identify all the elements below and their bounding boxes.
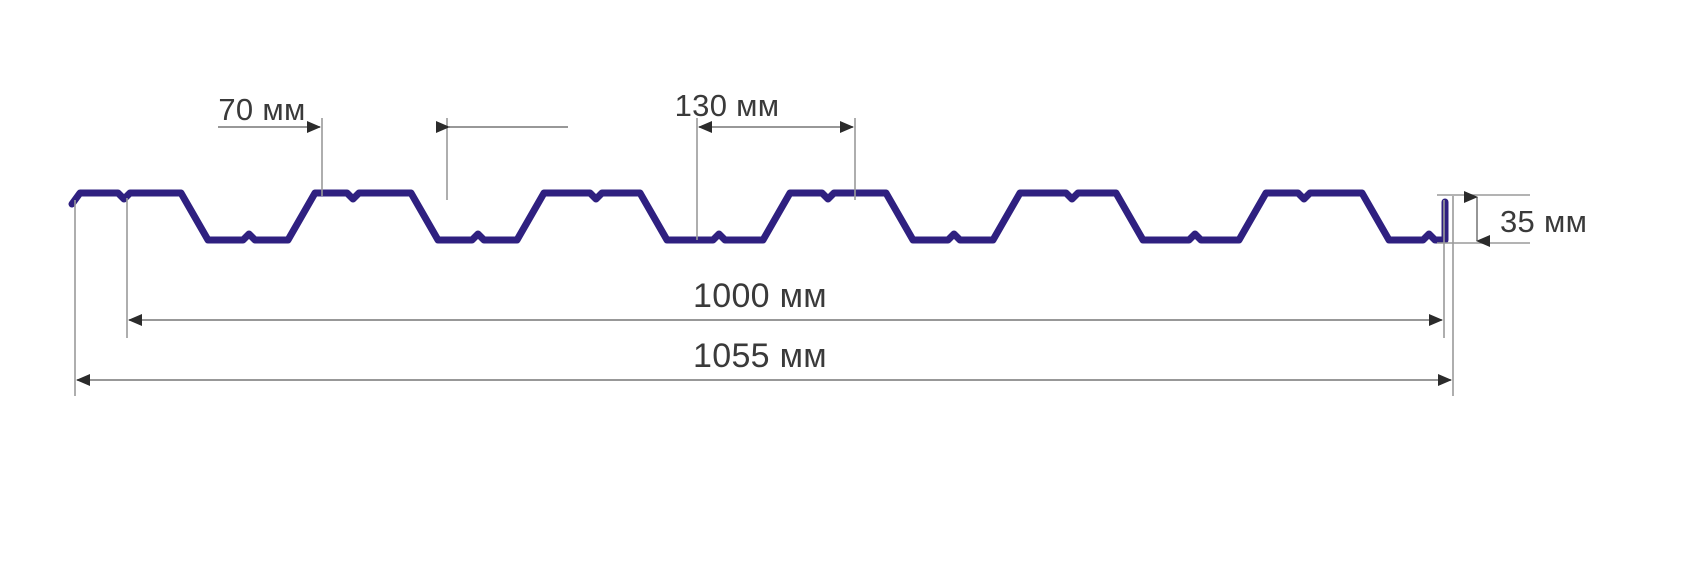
dimension-label-1055mm: 1055 мм (693, 337, 827, 375)
dimension-lines-group (76, 121, 1490, 386)
corrugated-sheet-profile (68, 189, 1449, 244)
dimension-labels-group: 70 мм 130 мм 35 мм 1000 мм 1055 мм (218, 88, 1587, 375)
dimension-label-70mm: 70 мм (218, 92, 305, 127)
dimension-label-1000mm: 1000 мм (693, 277, 827, 315)
dimension-label-130mm: 130 мм (675, 88, 780, 123)
corrugated-profile-group (68, 189, 1449, 244)
dimension-label-35mm: 35 мм (1500, 204, 1587, 239)
